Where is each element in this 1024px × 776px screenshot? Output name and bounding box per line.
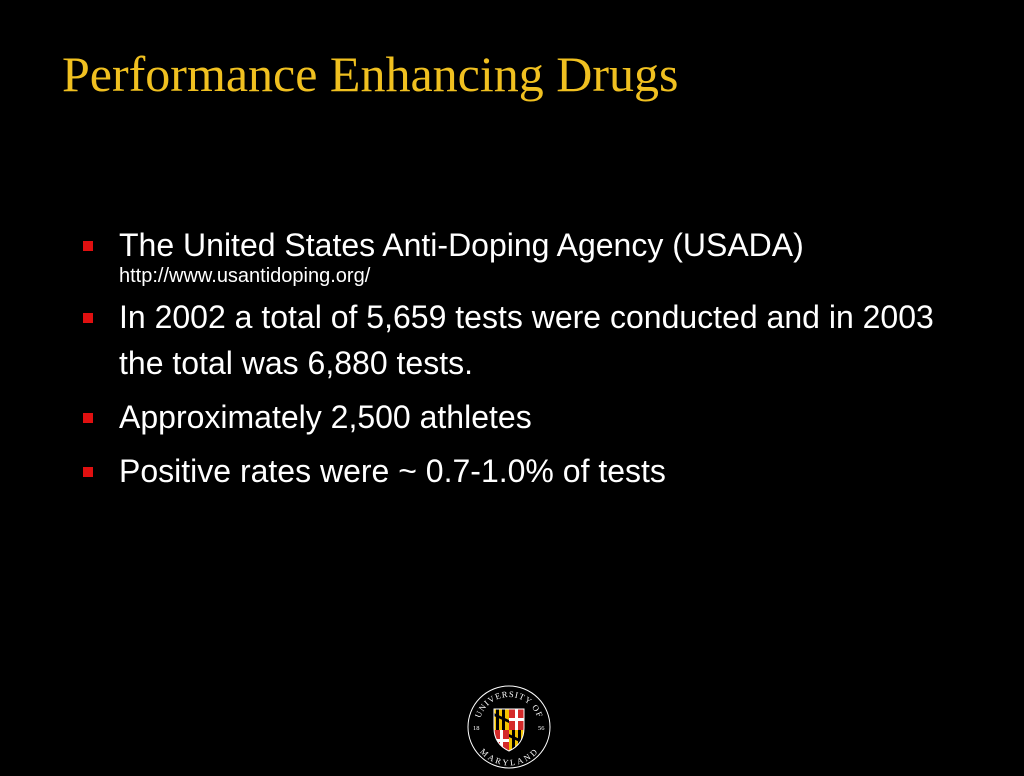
bullet-square-icon: [83, 413, 93, 423]
bullet-text: Positive rates were ~ 0.7-1.0% of tests: [119, 453, 666, 489]
bullet-text: Approximately 2,500 athletes: [119, 399, 532, 435]
seal-year-right: 56: [538, 725, 545, 732]
slide-title: Performance Enhancing Drugs: [62, 46, 679, 102]
bullet-item: Positive rates were ~ 0.7-1.0% of tests: [76, 448, 976, 494]
bullet-square-icon: [83, 467, 93, 477]
usada-link[interactable]: http://www.usantidoping.org/: [119, 265, 371, 287]
university-of-maryland-seal-icon: UNIVERSITY OF MARYLAND 18 56: [467, 685, 551, 769]
bullet-square-icon: [83, 313, 93, 323]
bullet-item: The United States Anti-Doping Agency (US…: [76, 222, 976, 286]
bullet-text: The United States Anti-Doping Agency (US…: [119, 227, 804, 263]
seal-year-left: 18: [473, 725, 480, 732]
bullet-item: Approximately 2,500 athletes: [76, 394, 976, 440]
bullet-text: In 2002 a total of 5,659 tests were cond…: [119, 299, 934, 381]
bullet-item: In 2002 a total of 5,659 tests were cond…: [76, 294, 976, 386]
bullet-square-icon: [83, 241, 93, 251]
bullet-list: The United States Anti-Doping Agency (US…: [76, 222, 976, 502]
seal-shield: [494, 709, 524, 751]
